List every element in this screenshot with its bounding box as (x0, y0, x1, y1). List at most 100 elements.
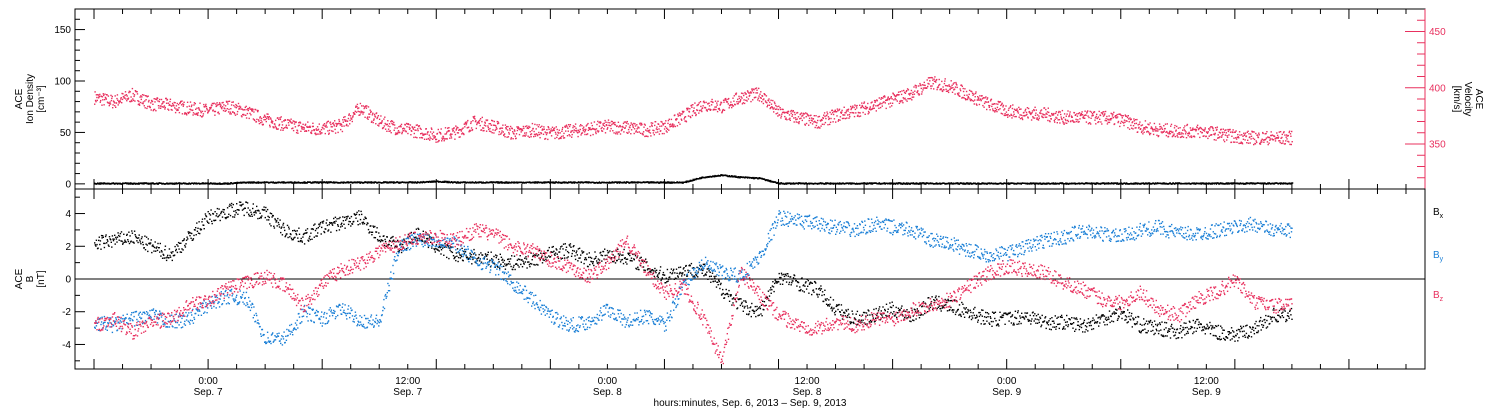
velocity-point (909, 97, 912, 100)
velocity-point (629, 124, 631, 127)
velocity-point (1279, 140, 1281, 142)
velocity-point (854, 104, 856, 106)
velocity-point (396, 133, 398, 135)
velocity-point (485, 125, 487, 127)
density-point (442, 180, 444, 183)
velocity-point (290, 121, 292, 123)
velocity-point (747, 91, 749, 93)
velocity-point (523, 134, 525, 137)
velocity-point (183, 101, 185, 103)
velocity-point (1160, 125, 1162, 128)
velocity-point (319, 130, 321, 133)
velocity-point (205, 103, 207, 106)
velocity-point (240, 115, 243, 117)
velocity-point (730, 101, 732, 103)
density-point (952, 183, 954, 185)
density-point (967, 182, 970, 184)
velocity-point (973, 93, 975, 95)
velocity-point (1122, 122, 1125, 124)
velocity-point (971, 90, 973, 93)
velocity-point (1250, 135, 1253, 137)
velocity-point (744, 91, 746, 94)
velocity-point (898, 94, 900, 96)
velocity-point (807, 115, 809, 117)
velocity-point (153, 98, 155, 100)
density-point (226, 182, 228, 184)
velocity-point (1032, 116, 1034, 118)
velocity-point (1133, 118, 1135, 120)
density-point (616, 182, 618, 184)
velocity-point (1097, 116, 1100, 118)
velocity-point (499, 127, 501, 130)
velocity-point (393, 124, 396, 126)
velocity-point (995, 103, 997, 105)
velocity-point (1077, 121, 1079, 123)
velocity-point (930, 76, 933, 79)
velocity-point (249, 112, 251, 115)
velocity-point (513, 129, 516, 131)
velocity-point (751, 88, 753, 90)
velocity-point (827, 116, 830, 118)
velocity-point (357, 107, 359, 110)
velocity-point (1011, 117, 1013, 119)
velocity-point (344, 120, 347, 122)
velocity-point (1037, 119, 1040, 121)
velocity-point (222, 109, 225, 112)
density-point (657, 181, 659, 183)
density-point (315, 181, 317, 183)
velocity-point (667, 119, 670, 122)
velocity-point (849, 112, 851, 114)
velocity-point (894, 97, 896, 100)
velocity-point (956, 92, 959, 95)
velocity-point (494, 124, 496, 126)
velocity-point (988, 106, 990, 108)
velocity-point (265, 116, 267, 118)
velocity-point (665, 130, 667, 132)
velocity-point (754, 96, 756, 99)
top-panel-frame (74, 8, 1426, 190)
velocity-point (550, 128, 552, 130)
velocity-point (1155, 130, 1158, 132)
velocity-point (802, 112, 805, 115)
velocity-point (746, 100, 748, 102)
velocity-point (562, 137, 565, 139)
velocity-point (859, 115, 862, 117)
velocity-point (1106, 115, 1108, 118)
velocity-point (951, 84, 953, 87)
velocity-point (578, 130, 581, 133)
velocity-point (1140, 131, 1143, 134)
velocity-point (962, 87, 964, 90)
velocity-point (523, 127, 525, 130)
velocity-point (289, 120, 291, 122)
velocity-point (793, 121, 795, 123)
velocity-point (1128, 121, 1130, 123)
velocity-point (832, 121, 834, 123)
velocity-point (1007, 113, 1009, 116)
density-point (229, 183, 231, 185)
velocity-point (612, 122, 614, 125)
velocity-point (318, 123, 320, 125)
velocity-point (282, 129, 284, 131)
velocity-point (291, 122, 294, 124)
velocity-point (1271, 138, 1273, 140)
velocity-point (823, 112, 826, 114)
velocity-point (454, 133, 457, 136)
velocity-point (205, 105, 208, 108)
velocity-point (614, 124, 617, 126)
velocity-point (99, 93, 101, 96)
velocity-point (719, 103, 722, 105)
velocity-point (1179, 131, 1181, 134)
velocity-point (613, 123, 616, 126)
velocity-point (708, 102, 710, 104)
velocity-point (488, 130, 491, 132)
velocity-point (351, 120, 353, 123)
velocity-point (1199, 131, 1202, 133)
density-point (889, 183, 891, 185)
velocity-point (1069, 111, 1071, 113)
velocity-point (1001, 103, 1003, 106)
density-point (571, 182, 574, 184)
velocity-point (749, 91, 752, 93)
velocity-point (193, 104, 195, 106)
velocity-point (109, 101, 111, 103)
velocity-point (1159, 128, 1162, 130)
